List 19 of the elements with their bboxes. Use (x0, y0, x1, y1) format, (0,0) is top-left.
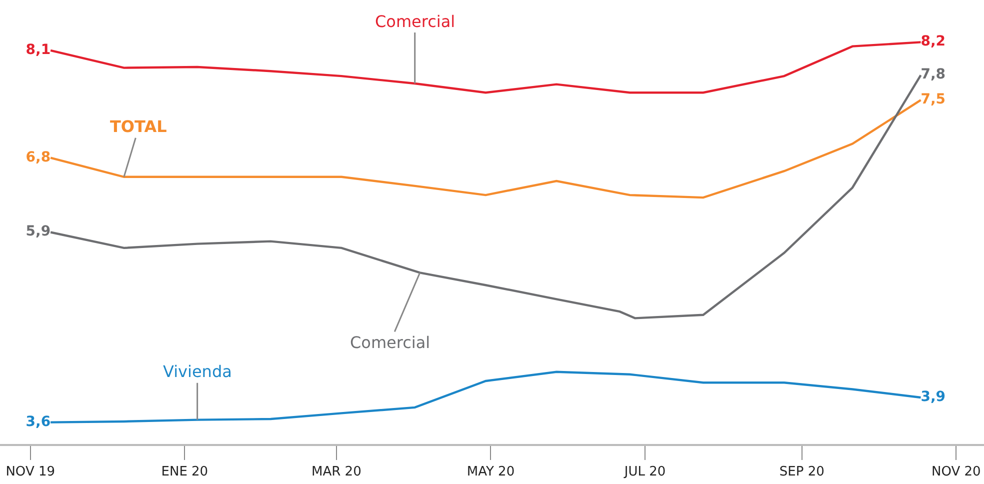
data-label: 6,8 (26, 149, 51, 166)
x-tick-label: MAY 20 (466, 464, 515, 480)
text: Comercial (375, 12, 456, 31)
data-label: 7,8 (920, 66, 946, 83)
x-tick-label: NOV 19 (6, 464, 55, 480)
x-tick-label: SEP 20 (779, 464, 824, 480)
data-label: 3,6 (26, 414, 51, 430)
data-label: 5,9 (26, 224, 51, 240)
data-label: 8,1 (26, 42, 51, 58)
x-tick-label: JUL 20 (623, 464, 666, 480)
x-tick-label: MAR 20 (312, 464, 362, 480)
x-tick-label: ENE 20 (161, 464, 208, 480)
text: Comercial (350, 333, 430, 352)
text: TOTAL (110, 117, 167, 136)
text: Vivienda (163, 362, 232, 381)
x-tick-label: NOV 20 (932, 464, 981, 480)
data-label: 7,5 (920, 92, 946, 108)
data-label: 8,2 (920, 34, 946, 50)
data-label: 3,9 (920, 389, 946, 406)
